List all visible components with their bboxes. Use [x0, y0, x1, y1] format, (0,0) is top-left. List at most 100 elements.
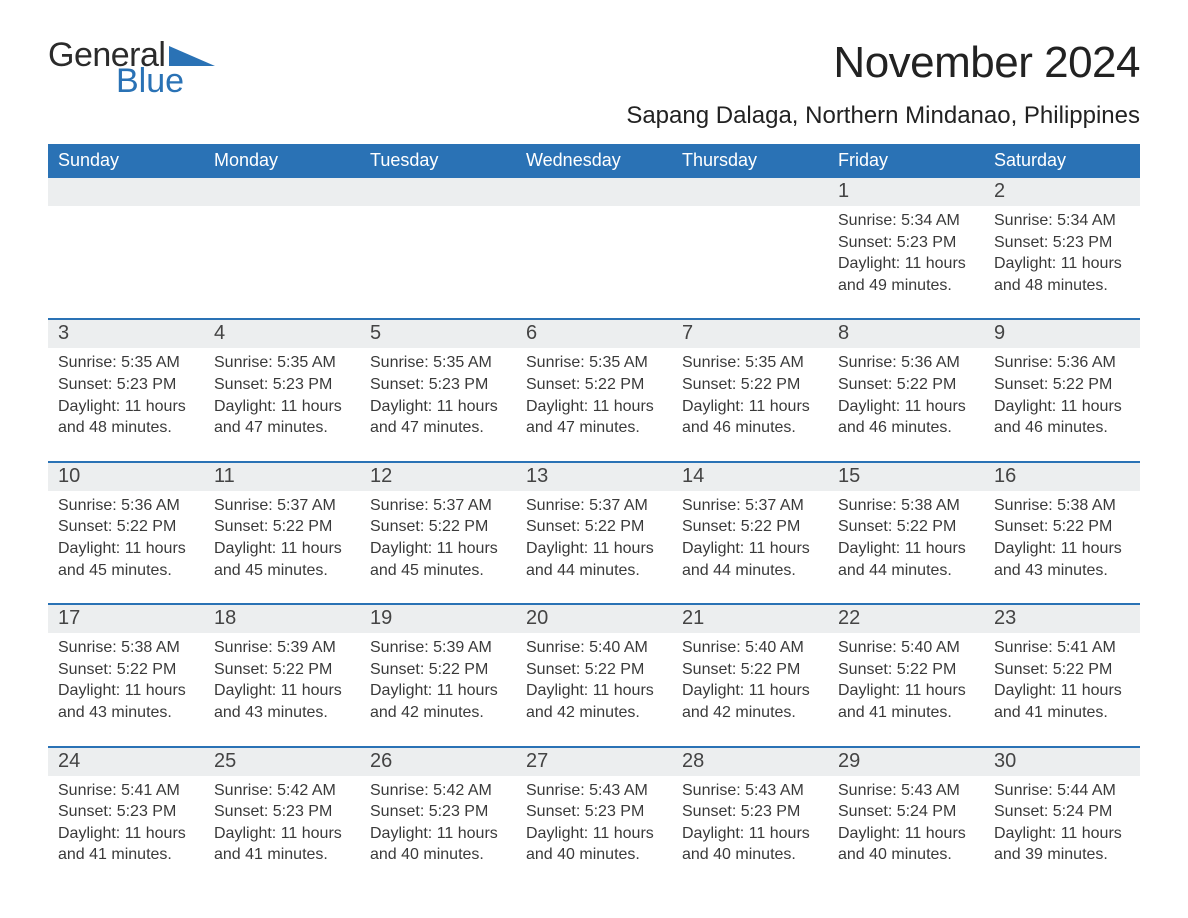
day-cell: Sunrise: 5:37 AMSunset: 5:22 PMDaylight:… — [516, 491, 672, 603]
day-cell: Sunrise: 5:37 AMSunset: 5:22 PMDaylight:… — [204, 491, 360, 603]
dow-saturday: Saturday — [984, 144, 1140, 178]
sunset-text: Sunset: 5:22 PM — [994, 516, 1130, 538]
sunset-text: Sunset: 5:22 PM — [838, 516, 974, 538]
sunrise-text: Sunrise: 5:42 AM — [214, 780, 350, 802]
day-cell: Sunrise: 5:34 AMSunset: 5:23 PMDaylight:… — [984, 206, 1140, 318]
title-block: November 2024 Sapang Dalaga, Northern Mi… — [626, 38, 1140, 130]
day-number: 7 — [672, 320, 828, 348]
daylight-text: Daylight: 11 hours and 42 minutes. — [526, 680, 662, 723]
sunset-text: Sunset: 5:22 PM — [526, 659, 662, 681]
day-cell: Sunrise: 5:38 AMSunset: 5:22 PMDaylight:… — [828, 491, 984, 603]
sunset-text: Sunset: 5:22 PM — [682, 374, 818, 396]
day-cell: Sunrise: 5:39 AMSunset: 5:22 PMDaylight:… — [204, 633, 360, 745]
day-cell: Sunrise: 5:40 AMSunset: 5:22 PMDaylight:… — [828, 633, 984, 745]
daynum-row: 3456789 — [48, 320, 1140, 348]
week-row: 24252627282930Sunrise: 5:41 AMSunset: 5:… — [48, 746, 1140, 874]
day-number: 27 — [516, 748, 672, 776]
day-number: 2 — [984, 178, 1140, 206]
sunrise-text: Sunrise: 5:38 AM — [994, 495, 1130, 517]
day-number: 5 — [360, 320, 516, 348]
day-number: 13 — [516, 463, 672, 491]
day-cell: Sunrise: 5:44 AMSunset: 5:24 PMDaylight:… — [984, 776, 1140, 874]
sunrise-text: Sunrise: 5:37 AM — [682, 495, 818, 517]
day-cell: Sunrise: 5:43 AMSunset: 5:24 PMDaylight:… — [828, 776, 984, 874]
sunrise-text: Sunrise: 5:43 AM — [526, 780, 662, 802]
sunset-text: Sunset: 5:22 PM — [994, 374, 1130, 396]
daynum-row: 12 — [48, 178, 1140, 206]
sunset-text: Sunset: 5:22 PM — [214, 659, 350, 681]
day-number: 30 — [984, 748, 1140, 776]
daylight-text: Daylight: 11 hours and 45 minutes. — [58, 538, 194, 581]
sunset-text: Sunset: 5:22 PM — [58, 516, 194, 538]
day-cell — [516, 206, 672, 318]
daynum-row: 24252627282930 — [48, 748, 1140, 776]
day-number: 21 — [672, 605, 828, 633]
logo: General Blue — [48, 38, 215, 98]
day-number: 23 — [984, 605, 1140, 633]
daylight-text: Daylight: 11 hours and 43 minutes. — [58, 680, 194, 723]
sunrise-text: Sunrise: 5:35 AM — [58, 352, 194, 374]
sunset-text: Sunset: 5:23 PM — [370, 801, 506, 823]
day-cell — [672, 206, 828, 318]
dow-sunday: Sunday — [48, 144, 204, 178]
sunrise-text: Sunrise: 5:36 AM — [994, 352, 1130, 374]
daylight-text: Daylight: 11 hours and 45 minutes. — [370, 538, 506, 581]
day-number — [48, 178, 204, 206]
day-cell: Sunrise: 5:35 AMSunset: 5:23 PMDaylight:… — [204, 348, 360, 460]
day-number — [360, 178, 516, 206]
sunrise-text: Sunrise: 5:39 AM — [370, 637, 506, 659]
sunset-text: Sunset: 5:22 PM — [58, 659, 194, 681]
sunset-text: Sunset: 5:23 PM — [58, 374, 194, 396]
day-number: 6 — [516, 320, 672, 348]
day-cell: Sunrise: 5:40 AMSunset: 5:22 PMDaylight:… — [672, 633, 828, 745]
daylight-text: Daylight: 11 hours and 48 minutes. — [58, 396, 194, 439]
sunrise-text: Sunrise: 5:34 AM — [838, 210, 974, 232]
day-number: 3 — [48, 320, 204, 348]
sunset-text: Sunset: 5:22 PM — [214, 516, 350, 538]
day-cell: Sunrise: 5:36 AMSunset: 5:22 PMDaylight:… — [48, 491, 204, 603]
daycontent-row: Sunrise: 5:38 AMSunset: 5:22 PMDaylight:… — [48, 633, 1140, 745]
sunset-text: Sunset: 5:22 PM — [526, 516, 662, 538]
sunset-text: Sunset: 5:22 PM — [838, 374, 974, 396]
calendar: Sunday Monday Tuesday Wednesday Thursday… — [48, 144, 1140, 874]
daylight-text: Daylight: 11 hours and 41 minutes. — [58, 823, 194, 866]
daylight-text: Daylight: 11 hours and 41 minutes. — [838, 680, 974, 723]
sunset-text: Sunset: 5:22 PM — [682, 659, 818, 681]
sunset-text: Sunset: 5:22 PM — [994, 659, 1130, 681]
daylight-text: Daylight: 11 hours and 41 minutes. — [994, 680, 1130, 723]
daylight-text: Daylight: 11 hours and 46 minutes. — [994, 396, 1130, 439]
daylight-text: Daylight: 11 hours and 47 minutes. — [214, 396, 350, 439]
sunset-text: Sunset: 5:23 PM — [370, 374, 506, 396]
dow-monday: Monday — [204, 144, 360, 178]
daylight-text: Daylight: 11 hours and 44 minutes. — [838, 538, 974, 581]
daylight-text: Daylight: 11 hours and 43 minutes. — [994, 538, 1130, 581]
sunset-text: Sunset: 5:23 PM — [58, 801, 194, 823]
sunrise-text: Sunrise: 5:41 AM — [58, 780, 194, 802]
sunrise-text: Sunrise: 5:43 AM — [838, 780, 974, 802]
sunrise-text: Sunrise: 5:37 AM — [214, 495, 350, 517]
sunset-text: Sunset: 5:22 PM — [526, 374, 662, 396]
day-number: 12 — [360, 463, 516, 491]
daylight-text: Daylight: 11 hours and 42 minutes. — [682, 680, 818, 723]
sunset-text: Sunset: 5:23 PM — [214, 801, 350, 823]
sunrise-text: Sunrise: 5:38 AM — [838, 495, 974, 517]
day-number: 10 — [48, 463, 204, 491]
day-cell: Sunrise: 5:40 AMSunset: 5:22 PMDaylight:… — [516, 633, 672, 745]
sunset-text: Sunset: 5:22 PM — [682, 516, 818, 538]
day-number: 18 — [204, 605, 360, 633]
header: General Blue November 2024 Sapang Dalaga… — [48, 38, 1140, 130]
day-number: 1 — [828, 178, 984, 206]
day-number: 26 — [360, 748, 516, 776]
day-cell: Sunrise: 5:36 AMSunset: 5:22 PMDaylight:… — [984, 348, 1140, 460]
page: General Blue November 2024 Sapang Dalaga… — [0, 0, 1188, 904]
sunrise-text: Sunrise: 5:44 AM — [994, 780, 1130, 802]
daycontent-row: Sunrise: 5:41 AMSunset: 5:23 PMDaylight:… — [48, 776, 1140, 874]
daylight-text: Daylight: 11 hours and 45 minutes. — [214, 538, 350, 581]
day-number: 16 — [984, 463, 1140, 491]
sunrise-text: Sunrise: 5:36 AM — [838, 352, 974, 374]
day-cell: Sunrise: 5:41 AMSunset: 5:23 PMDaylight:… — [48, 776, 204, 874]
daylight-text: Daylight: 11 hours and 46 minutes. — [838, 396, 974, 439]
day-cell: Sunrise: 5:35 AMSunset: 5:22 PMDaylight:… — [672, 348, 828, 460]
week-row: 17181920212223Sunrise: 5:38 AMSunset: 5:… — [48, 603, 1140, 745]
daynum-row: 17181920212223 — [48, 605, 1140, 633]
